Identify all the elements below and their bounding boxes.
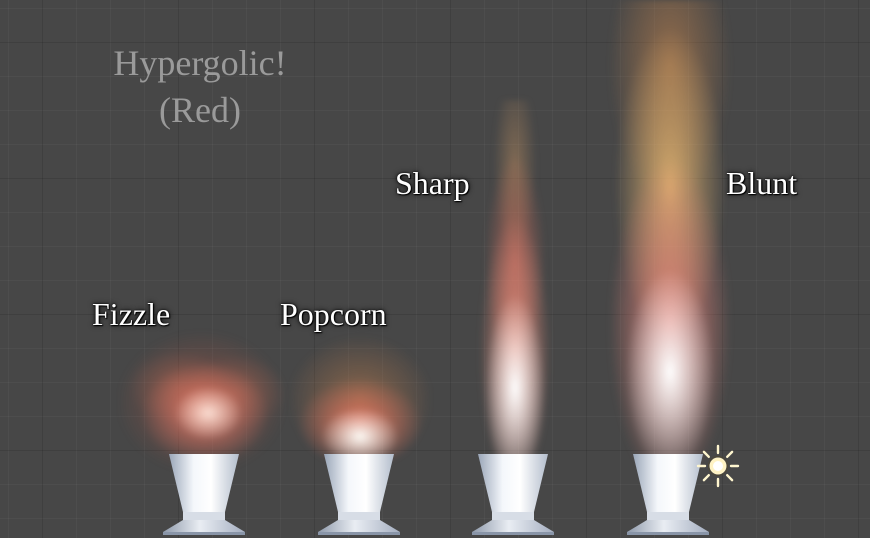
flame-fizzle[interactable]: [120, 320, 290, 470]
label-sharp: Sharp: [395, 165, 470, 201]
nozzle-fizzle[interactable]: [159, 452, 249, 538]
label-fizzle: Fizzle: [92, 296, 171, 332]
label-popcorn: Popcorn: [280, 296, 387, 332]
scene-title-line1: Hypergolic!: [113, 43, 287, 83]
label-blunt: Blunt: [726, 165, 798, 201]
flame-sharp[interactable]: [470, 100, 560, 460]
sun-icon[interactable]: [695, 443, 741, 489]
nozzle-popcorn[interactable]: [314, 452, 404, 538]
nozzle-sharp[interactable]: [468, 452, 558, 538]
nozzle-blunt[interactable]: [623, 452, 713, 538]
flame-blunt[interactable]: [600, 0, 740, 465]
flame-popcorn[interactable]: [290, 335, 430, 465]
scene-title-line2: (Red): [159, 90, 241, 130]
